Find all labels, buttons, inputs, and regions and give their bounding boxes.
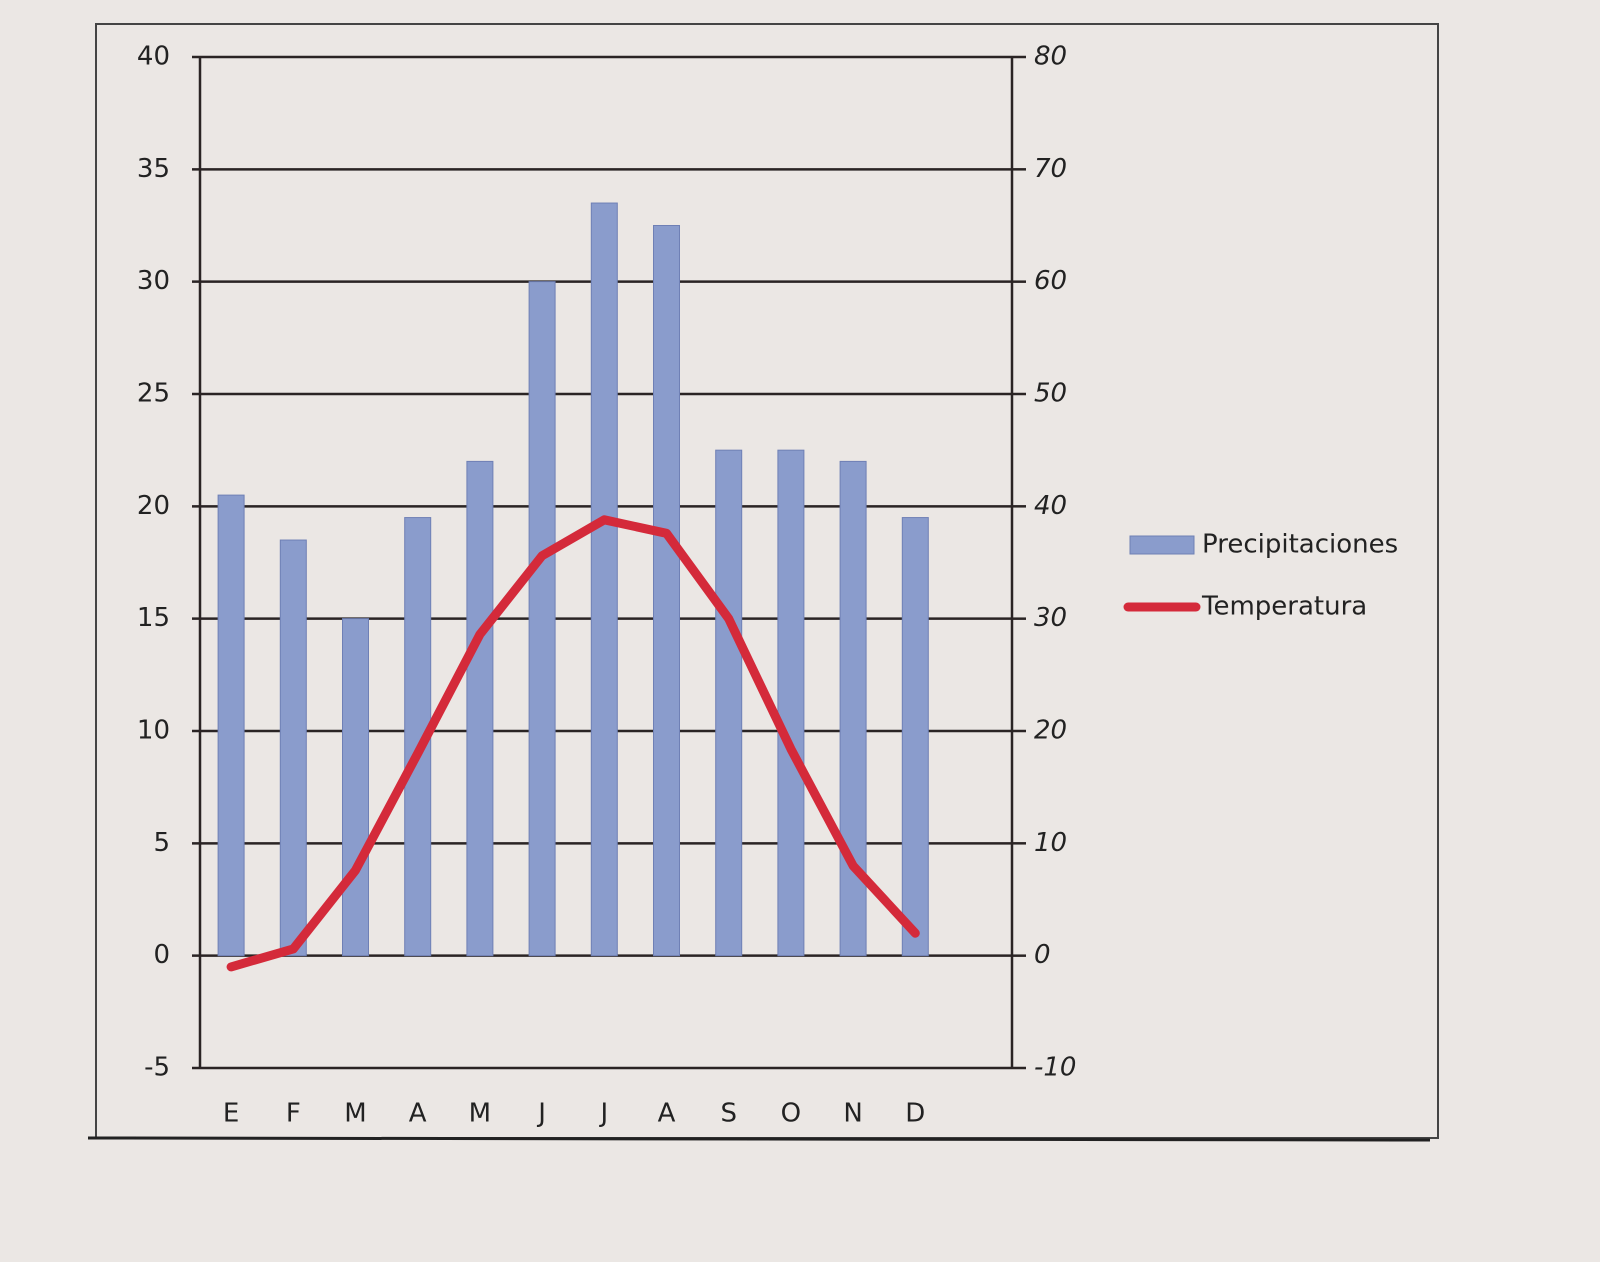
- x-tick-label: S: [720, 1099, 737, 1129]
- x-tick-label: M: [344, 1099, 366, 1129]
- x-tick-label: F: [286, 1099, 301, 1129]
- y-tick-label: 15: [137, 603, 170, 633]
- y-tick-label: 35: [137, 154, 170, 184]
- y2-tick-label: 0: [1034, 940, 1051, 970]
- bar: [901, 517, 929, 957]
- x-tick-label: E: [223, 1099, 239, 1129]
- x-tick-label: J: [598, 1099, 608, 1129]
- y-tick-label: -5: [144, 1053, 170, 1083]
- y2-tick-label: 80: [1034, 42, 1067, 72]
- x-tick-label: D: [905, 1099, 925, 1129]
- y-tick-label: 10: [137, 716, 170, 746]
- bar: [528, 281, 556, 957]
- y2-tick-label: -10: [1034, 1053, 1076, 1083]
- y2-tick-label: 20: [1034, 716, 1067, 746]
- x-tick-label: N: [843, 1099, 862, 1129]
- bar: [279, 539, 307, 957]
- y2-tick-label: 40: [1034, 491, 1067, 521]
- line: [226, 515, 920, 972]
- y2-tick-label: 70: [1034, 154, 1067, 184]
- y2-tick-label: 50: [1034, 379, 1067, 409]
- x-tick-label: J: [536, 1099, 546, 1129]
- x-tick-label: A: [658, 1099, 676, 1129]
- y-tick-label: 20: [137, 491, 170, 521]
- bar: [466, 460, 494, 957]
- legend-swatch: [1129, 535, 1195, 555]
- y-tick-label: 30: [137, 266, 170, 296]
- legend-label: Precipitaciones: [1202, 530, 1398, 560]
- bar: [342, 618, 369, 957]
- y2-tick-label: 60: [1034, 266, 1067, 296]
- legend-label: Temperatura: [1201, 592, 1367, 622]
- y-tick-label: 0: [153, 940, 170, 970]
- y2-tick-label: 30: [1034, 603, 1067, 633]
- bar: [590, 202, 618, 957]
- frame-bottom: [87, 1136, 1431, 1142]
- x-tick-label: M: [469, 1099, 491, 1129]
- x-tick-label: A: [409, 1099, 427, 1129]
- bar: [777, 449, 805, 957]
- x-tick-label: O: [781, 1099, 801, 1129]
- y-tick-label: 40: [137, 42, 170, 72]
- bar: [217, 494, 245, 957]
- y-tick-label: 25: [137, 379, 170, 409]
- bar: [653, 225, 680, 957]
- bar: [715, 449, 743, 957]
- y-tick-label: 5: [153, 828, 170, 858]
- y2-tick-label: 10: [1034, 828, 1067, 858]
